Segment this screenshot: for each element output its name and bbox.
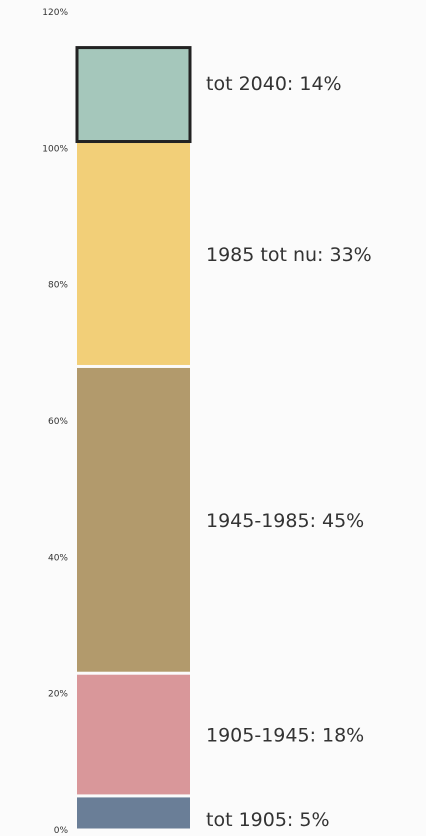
y-tick-label: 40% [48, 553, 68, 563]
y-tick-label: 100% [42, 144, 68, 154]
y-tick-label: 20% [48, 690, 68, 700]
segment-label: tot 1905: 5% [206, 809, 330, 831]
bar-segment-1985-tot-nu [77, 143, 190, 365]
bar-segment-1905-1945 [77, 674, 190, 795]
y-tick-label: 60% [48, 417, 68, 427]
segment-label: 1945-1985: 45% [206, 510, 364, 532]
segment-label: tot 2040: 14% [206, 73, 342, 95]
y-tick-label: 80% [48, 281, 68, 291]
bar-segment-1945-1985 [77, 367, 190, 672]
segment-label: 1985 tot nu: 33% [206, 244, 372, 266]
y-tick-label: 0% [54, 826, 69, 836]
segment-label: 1905-1945: 18% [206, 725, 364, 747]
bar-segment-tot-2040 [75, 46, 192, 144]
y-tick-label: 120% [42, 8, 68, 18]
bar-segment-tot-1905 [77, 797, 190, 829]
